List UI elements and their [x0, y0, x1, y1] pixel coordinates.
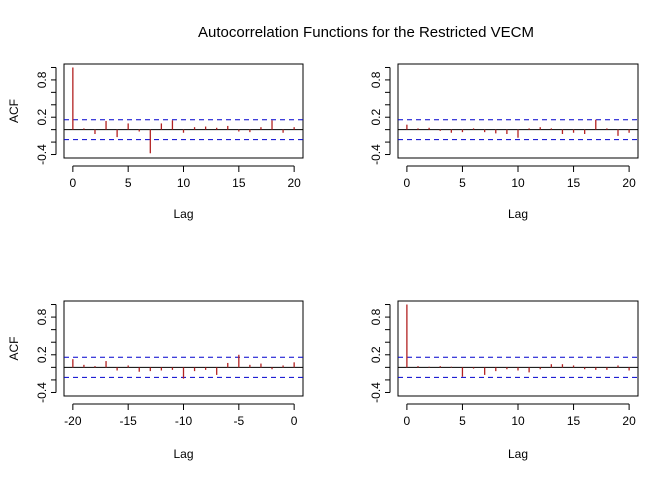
y-tick-label: 0.8 [369, 71, 383, 88]
y-tick-label: -0.4 [369, 144, 383, 165]
y-tick-label: -0.4 [369, 382, 383, 403]
x-tick-label: -15 [120, 414, 138, 428]
x-axis: 0 5 10 15 20 [404, 403, 636, 428]
x-axis-label: Lag [508, 447, 528, 461]
plot-frame [63, 300, 304, 397]
x-tick-label: 10 [177, 176, 191, 190]
x-tick-label: 20 [622, 176, 636, 190]
x-tick-label: 0 [404, 176, 411, 190]
plot-frame [397, 63, 639, 159]
y-tick-label: -0.4 [35, 382, 49, 403]
x-axis: 0 5 10 15 20 [404, 165, 636, 190]
y-tick-label: 0.8 [35, 71, 49, 88]
y-tick-label: 0.2 [35, 109, 49, 126]
y-tick-label: 0.8 [369, 308, 383, 325]
x-tick-label: 20 [622, 414, 636, 428]
x-tick-label: 0 [70, 176, 77, 190]
y-tick-label: 0.2 [35, 346, 49, 363]
y-axis-label: ACF [7, 337, 21, 361]
acf-panel-bottom-left: -20 -15 -10 -5 0 Lag -0.4 0.2 0.8 ACF [7, 300, 304, 461]
y-axis: -0.4 0.2 0.8 [35, 304, 57, 403]
x-tick-label: 10 [511, 176, 525, 190]
x-tick-label: 0 [291, 414, 298, 428]
acf-panel-top-right: 0 5 10 15 20 Lag -0.4 0.2 0.8 [369, 63, 639, 221]
y-axis: -0.4 0.2 0.8 [369, 66, 391, 165]
x-tick-label: 0 [404, 414, 411, 428]
x-axis-label: Lag [508, 207, 528, 221]
plot-frame [397, 300, 639, 397]
x-tick-label: 15 [567, 414, 581, 428]
x-tick-label: 15 [567, 176, 581, 190]
x-tick-label: -5 [233, 414, 244, 428]
y-tick-label: 0.2 [369, 346, 383, 363]
x-tick-label: 15 [232, 176, 246, 190]
x-axis-label: Lag [173, 207, 193, 221]
x-tick-label: 5 [125, 176, 132, 190]
plot-frame [63, 63, 304, 159]
x-tick-label: -10 [175, 414, 193, 428]
acf-panel-top-left: 0 5 10 15 20 Lag -0.4 0.2 0.8 ACF [7, 63, 304, 221]
figure-title: Autocorrelation Functions for the Restri… [198, 24, 534, 41]
x-tick-label: 5 [459, 176, 466, 190]
x-tick-label: -20 [64, 414, 82, 428]
x-tick-label: 5 [459, 414, 466, 428]
y-axis-label: ACF [7, 99, 21, 123]
y-tick-label: -0.4 [35, 144, 49, 165]
y-axis: -0.4 0.2 0.8 [35, 66, 57, 165]
x-axis: -20 -15 -10 -5 0 [64, 403, 298, 428]
y-tick-label: 0.2 [369, 109, 383, 126]
y-axis: -0.4 0.2 0.8 [369, 304, 391, 403]
x-axis: 0 5 10 15 20 [70, 165, 301, 190]
x-tick-label: 20 [287, 176, 301, 190]
acf-panel-bottom-right: 0 5 10 15 20 Lag -0.4 0.2 0.8 [369, 300, 639, 461]
x-axis-label: Lag [173, 447, 193, 461]
x-tick-label: 10 [511, 414, 525, 428]
y-tick-label: 0.8 [35, 308, 49, 325]
